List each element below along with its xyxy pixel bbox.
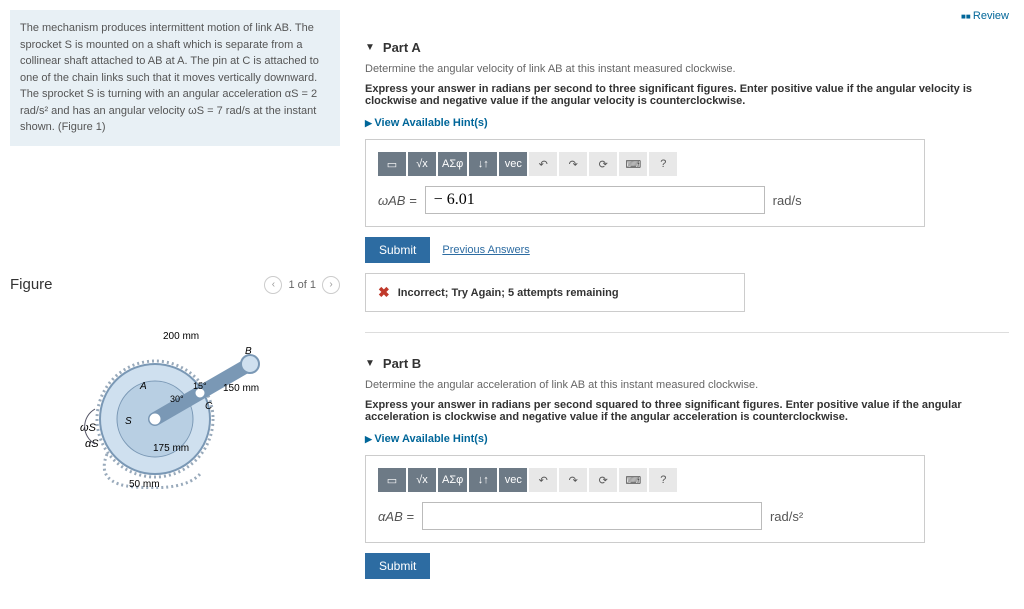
part-a-previous-answers-link[interactable]: Previous Answers bbox=[442, 244, 529, 256]
svg-text:S: S bbox=[125, 416, 132, 427]
tb-template-icon[interactable]: ▭ bbox=[378, 468, 406, 492]
problem-statement: The mechanism produces intermittent moti… bbox=[10, 10, 340, 146]
caret-down-icon: ▼ bbox=[365, 42, 375, 53]
part-a: ▼ Part A Determine the angular velocity … bbox=[365, 32, 1009, 312]
part-b-hints-link[interactable]: View Available Hint(s) bbox=[365, 433, 488, 445]
tb-reset-icon[interactable]: ⟳ bbox=[589, 152, 617, 176]
part-b: ▼ Part B Determine the angular accelerat… bbox=[365, 348, 1009, 579]
svg-text:B: B bbox=[245, 346, 252, 357]
figure-title: Figure bbox=[10, 276, 53, 293]
svg-text:200 mm: 200 mm bbox=[163, 331, 199, 342]
part-a-hints-link[interactable]: View Available Hint(s) bbox=[365, 117, 488, 129]
part-b-title: Part B bbox=[383, 356, 421, 371]
tb-greek-button[interactable]: ΑΣφ bbox=[438, 152, 467, 176]
svg-text:15°: 15° bbox=[193, 381, 207, 391]
svg-text:50 mm: 50 mm bbox=[129, 479, 160, 489]
tb-vector-button[interactable]: vec bbox=[499, 468, 527, 492]
part-a-title: Part A bbox=[383, 40, 421, 55]
part-a-feedback: ✖ Incorrect; Try Again; 5 attempts remai… bbox=[365, 273, 745, 312]
incorrect-icon: ✖ bbox=[378, 284, 390, 301]
svg-text:ωS: ωS bbox=[80, 422, 97, 434]
svg-text:30°: 30° bbox=[170, 394, 184, 404]
figure-next-button[interactable]: › bbox=[322, 276, 340, 294]
figure-page-label: 1 of 1 bbox=[288, 279, 316, 291]
part-a-input[interactable] bbox=[425, 186, 765, 214]
tb-help-icon[interactable]: ? bbox=[649, 468, 677, 492]
tb-root-icon[interactable]: √x bbox=[408, 468, 436, 492]
tb-undo-icon[interactable]: ↶ bbox=[529, 152, 557, 176]
svg-text:175 mm: 175 mm bbox=[153, 443, 189, 454]
svg-text:αS: αS bbox=[85, 438, 99, 450]
part-a-instructions: Express your answer in radians per secon… bbox=[365, 83, 1009, 107]
part-a-prompt: Determine the angular velocity of link A… bbox=[365, 63, 1009, 75]
part-a-toolbar: ▭ √x ΑΣφ ↓↑ vec ↶ ↷ ⟳ ⌨ ? bbox=[378, 152, 912, 176]
part-b-instructions: Express your answer in radians per secon… bbox=[365, 399, 1009, 423]
figure-image: 200 mm B A C S 30° 15° 150 mm 175 mm 50 … bbox=[45, 309, 305, 489]
part-b-submit-button[interactable]: Submit bbox=[365, 553, 430, 579]
tb-redo-icon[interactable]: ↷ bbox=[559, 468, 587, 492]
tb-undo-icon[interactable]: ↶ bbox=[529, 468, 557, 492]
part-a-header[interactable]: ▼ Part A bbox=[365, 32, 1009, 63]
svg-text:C: C bbox=[205, 401, 213, 412]
part-a-answer-box: ▭ √x ΑΣφ ↓↑ vec ↶ ↷ ⟳ ⌨ ? ωAB = rad/s bbox=[365, 139, 925, 227]
figure-panel: Figure ‹ 1 of 1 › 200 mm bbox=[10, 276, 340, 489]
caret-down-icon: ▼ bbox=[365, 358, 375, 369]
tb-subscript-button[interactable]: ↓↑ bbox=[469, 468, 497, 492]
tb-greek-button[interactable]: ΑΣφ bbox=[438, 468, 467, 492]
part-a-unit: rad/s bbox=[773, 193, 802, 208]
svg-text:150 mm: 150 mm bbox=[223, 383, 259, 394]
part-b-toolbar: ▭ √x ΑΣφ ↓↑ vec ↶ ↷ ⟳ ⌨ ? bbox=[378, 468, 912, 492]
tb-root-icon[interactable]: √x bbox=[408, 152, 436, 176]
part-b-var-label: αAB = bbox=[378, 509, 414, 524]
part-b-header[interactable]: ▼ Part B bbox=[365, 348, 1009, 379]
part-b-unit: rad/s² bbox=[770, 509, 803, 524]
tb-keyboard-icon[interactable]: ⌨ bbox=[619, 152, 647, 176]
part-b-prompt: Determine the angular acceleration of li… bbox=[365, 379, 1009, 391]
divider bbox=[365, 332, 1009, 333]
part-a-feedback-text: Incorrect; Try Again; 5 attempts remaini… bbox=[398, 287, 619, 299]
tb-help-icon[interactable]: ? bbox=[649, 152, 677, 176]
tb-vector-button[interactable]: vec bbox=[499, 152, 527, 176]
tb-reset-icon[interactable]: ⟳ bbox=[589, 468, 617, 492]
svg-text:A: A bbox=[139, 381, 147, 392]
tb-keyboard-icon[interactable]: ⌨ bbox=[619, 468, 647, 492]
part-b-input[interactable] bbox=[422, 502, 762, 530]
part-a-var-label: ωAB = bbox=[378, 193, 417, 208]
figure-prev-button[interactable]: ‹ bbox=[264, 276, 282, 294]
tb-subscript-button[interactable]: ↓↑ bbox=[469, 152, 497, 176]
part-a-submit-button[interactable]: Submit bbox=[365, 237, 430, 263]
tb-template-icon[interactable]: ▭ bbox=[378, 152, 406, 176]
part-b-answer-box: ▭ √x ΑΣφ ↓↑ vec ↶ ↷ ⟳ ⌨ ? αAB = rad/s² bbox=[365, 455, 925, 543]
review-link[interactable]: Review bbox=[365, 10, 1009, 32]
tb-redo-icon[interactable]: ↷ bbox=[559, 152, 587, 176]
